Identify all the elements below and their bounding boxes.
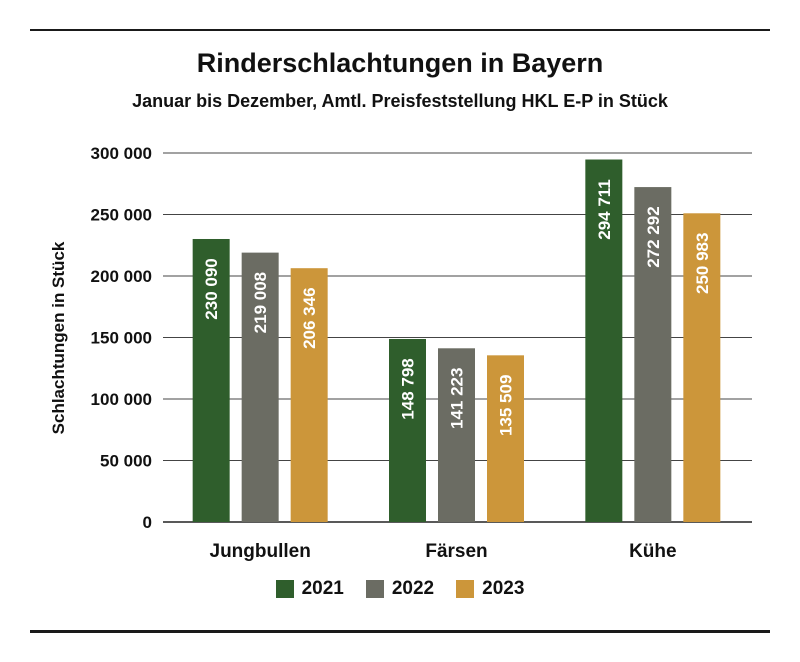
bar-value-label: 141 223: [448, 368, 467, 429]
chart-title: Rinderschlachtungen in Bayern: [196, 48, 604, 78]
legend-label: 2021: [301, 578, 344, 599]
legend-label: 2022: [391, 578, 435, 599]
y-tick-label: 300 000: [91, 144, 152, 163]
bar: [389, 338, 426, 522]
bar-value-label: 272 292: [644, 206, 663, 267]
legend-item: 2022: [365, 578, 435, 600]
legend-swatch: [456, 580, 475, 598]
bar: [241, 252, 279, 522]
bar: [683, 213, 721, 523]
y-tick-label: 50 000: [100, 452, 152, 471]
bar-value-label: 219 008: [251, 272, 270, 333]
legend-item: 2021: [275, 578, 344, 600]
bar-value-label: 230 090: [202, 258, 221, 319]
legend: 2021 2022 2023: [0, 578, 800, 600]
bar: [585, 159, 623, 522]
bar: [634, 187, 672, 522]
bar-value-label: 294 711: [595, 179, 614, 240]
bar-value-label: 206 346: [300, 287, 319, 348]
y-tick-label: 100 000: [91, 390, 152, 409]
legend-label: 2023: [482, 578, 525, 599]
bar: [487, 355, 524, 522]
bar: [192, 238, 230, 522]
x-tick-label: Kühe: [629, 541, 677, 562]
bar: [290, 268, 328, 522]
legend-swatch: [275, 580, 294, 598]
y-tick-label: 150 000: [91, 329, 152, 348]
y-tick-label: 200 000: [91, 267, 152, 286]
bar: [438, 348, 475, 522]
y-axis-label: Schlachtungen in Stück: [49, 241, 68, 434]
legend-swatch: [365, 580, 384, 598]
bar-value-label: 148 798: [399, 358, 418, 419]
x-tick-label: Jungbullen: [210, 541, 311, 562]
chart-subtitle: Januar bis Dezember, Amtl. Preisfeststel…: [132, 91, 668, 111]
legend-item: 2023: [456, 578, 524, 600]
bar-value-label: 250 983: [693, 233, 712, 294]
bottom-rule: [30, 630, 770, 633]
bar-value-label: 135 509: [497, 375, 516, 436]
y-tick-label: 250 000: [91, 206, 152, 225]
top-rule: [30, 29, 770, 31]
y-tick-label: 0: [143, 513, 152, 532]
x-tick-label: Färsen: [425, 541, 487, 562]
